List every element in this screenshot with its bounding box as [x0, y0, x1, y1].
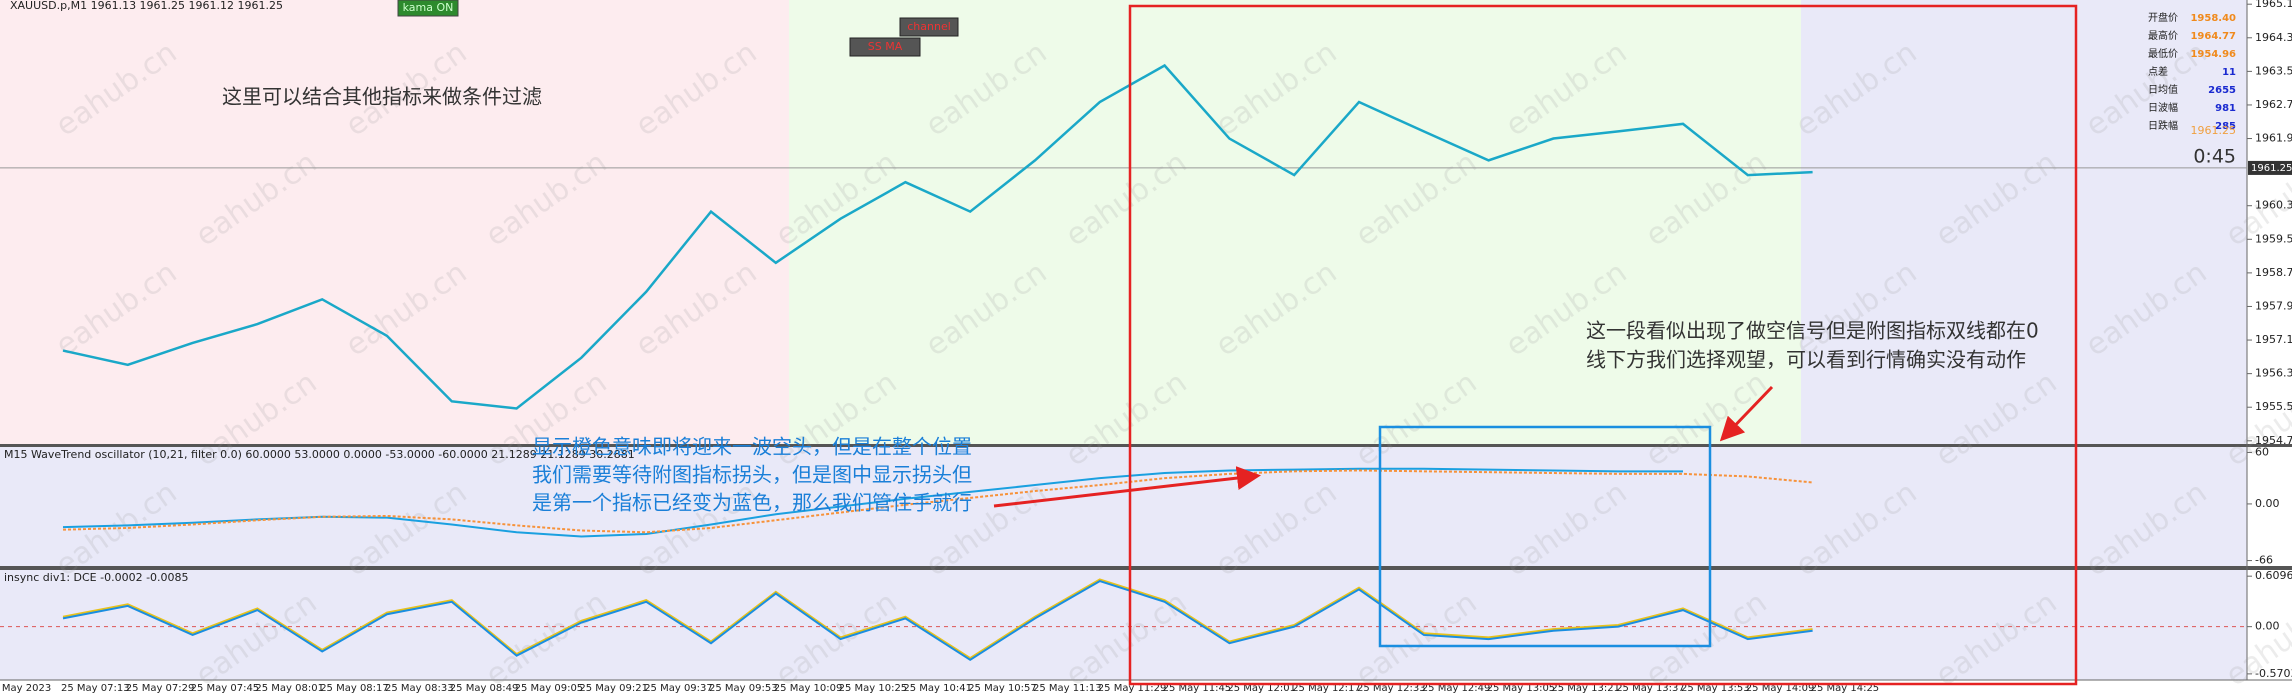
info-value: 1958.40	[2190, 13, 2236, 24]
info-panel: 开盘价 1958.40 最高价 1964.77 最低价 1954.96 点差 11 日均值 265…	[2148, 11, 2236, 168]
y-tick-label: 1964.35	[2255, 31, 2292, 44]
y-tick-label: 1958.75	[2255, 266, 2292, 279]
info-label: 日均值	[2148, 83, 2178, 96]
series-line	[62, 469, 1813, 534]
x-tick-label: 25 May 07:13	[61, 683, 130, 694]
x-tick-label: 25 May 14:25	[1811, 683, 1880, 694]
indicator-tag-label[interactable]: kama ON	[403, 1, 454, 14]
annotation: 这里可以结合其他指标来做条件过滤	[222, 85, 542, 109]
x-tick-label: 25 May 13:53	[1681, 683, 1750, 694]
symbol-header: XAUUSD.p,M1 1961.13 1961.25 1961.12 1961…	[10, 0, 283, 12]
annotation: 这一段看似出现了做空信号但是附图指标双线都在0	[1586, 319, 2039, 343]
info-label: 日波幅	[2148, 101, 2178, 114]
price-tag-label: 1961.25	[2251, 163, 2292, 174]
annotation: 线下方我们选择观望，可以看到行情确实没有动作	[1586, 348, 2026, 372]
y-tick-label: -0.5703	[2255, 667, 2292, 680]
annotation: 是第一个指标已经变为蓝色，那么我们管住手就行	[532, 491, 972, 515]
price-tag	[2248, 160, 2292, 175]
x-tick-label: 25 May 11:13	[1033, 683, 1102, 694]
x-tick-label: 25 May 09:21	[579, 683, 648, 694]
indicator-tag[interactable]	[899, 17, 959, 37]
x-tick-label: 25 May 13:37	[1616, 683, 1685, 694]
info-label: 最高价	[2148, 29, 2178, 42]
y-tick-label: 60	[2255, 445, 2269, 458]
separator	[0, 444, 2292, 447]
timer: 0:45	[2193, 146, 2236, 168]
info-price: 1961.25	[2191, 124, 2237, 137]
annotation: 我们需要等待附图指标拐头，但是图中显示拐头但	[532, 463, 972, 487]
x-tick-label: 25 May 13:21	[1551, 683, 1620, 694]
x-tick-label: 25 May 13:05	[1487, 683, 1556, 694]
bg-green	[789, 0, 1801, 445]
panel-title: M15 WaveTrend oscillator (10,21, filter …	[4, 448, 635, 461]
info-value: 981	[2215, 103, 2236, 114]
x-tick-label: 25 May 14:09	[1746, 683, 1815, 694]
arrow	[993, 466, 1261, 508]
info-value: 1954.96	[2190, 49, 2236, 60]
separator	[0, 566, 2292, 570]
y-tick-label: 1954.75	[2255, 434, 2292, 447]
x-tick-label: 25 May 09:53	[709, 683, 778, 694]
x-tick-label: 25 May 12:17	[1292, 683, 1361, 694]
x-tick-label: 25 May 11:45	[1163, 683, 1232, 694]
y-tick-label: -66	[2255, 554, 2273, 567]
indicator-tag-label[interactable]: SS MA	[868, 40, 903, 53]
info-label: 点差	[2148, 65, 2168, 78]
info-value: 2655	[2208, 85, 2236, 96]
y-tick-label: 1965.15	[2255, 0, 2292, 10]
y-tick-label: 0.00	[2255, 620, 2280, 633]
y-tick-label: 0.00	[2255, 497, 2280, 510]
x-tick-label: 25 May 10:57	[968, 683, 1037, 694]
highlight-box	[1378, 425, 1712, 648]
highlight-box	[1128, 4, 2078, 686]
series-line	[62, 580, 1813, 661]
indicator-tag[interactable]	[397, 0, 459, 17]
y-tick-label: 0.6096	[2255, 569, 2292, 582]
x-tick-label: 25 May 12:49	[1422, 683, 1491, 694]
y-tick-label: 1957.15	[2255, 333, 2292, 346]
bg-pink	[0, 0, 789, 445]
info-label: 最低价	[2148, 47, 2178, 60]
x-tick-label: 25 May 10:41	[903, 683, 972, 694]
x-tick-label: 25 May 10:25	[839, 683, 908, 694]
y-tick-label: 1957.95	[2255, 299, 2292, 312]
bg-lavender	[1801, 0, 2247, 445]
x-tick-label: 25 May 08:33	[385, 683, 454, 694]
y-tick-label: 1961.95	[2255, 132, 2292, 145]
x-tick-label: 25 May 08:01	[255, 683, 324, 694]
y-tick-label: 1959.55	[2255, 232, 2292, 245]
info-label: 开盘价	[2148, 11, 2178, 24]
info-value: 11	[2222, 67, 2236, 78]
x-tick-label: 25 May 12:01	[1227, 683, 1296, 694]
info-value: 1964.77	[2190, 31, 2236, 42]
info-value: 285	[2215, 121, 2236, 132]
info-label: 日跌幅	[2148, 119, 2178, 132]
x-tick-label: 25 May 11:29	[1098, 683, 1167, 694]
x-tick-label: 25 May 07:29	[126, 683, 195, 694]
panel-title: insync div1: DCE -0.0002 -0.0085	[4, 571, 189, 584]
x-tick-label: 25 May 10:09	[774, 683, 843, 694]
indicator-tag-label[interactable]: channel	[907, 20, 951, 33]
arrow	[1719, 385, 1774, 442]
x-tick-label: 25 May 09:05	[515, 683, 584, 694]
x-tick-label: 25 May 2023	[0, 683, 51, 694]
x-tick-label: 25 May 09:37	[644, 683, 713, 694]
x-tick-label: 25 May 08:49	[450, 683, 519, 694]
x-tick-label: 25 May 12:33	[1357, 683, 1426, 694]
panel1-bg	[0, 447, 2247, 566]
x-tick-label: 25 May 08:17	[320, 683, 389, 694]
y-tick-label: 1955.55	[2255, 400, 2292, 413]
series-line	[62, 63, 1813, 410]
series-line	[62, 578, 1813, 660]
annotation: 显示橙色意味即将迎来一波空头，但是在整个位置	[532, 435, 972, 459]
y-tick-label: 1960.35	[2255, 199, 2292, 212]
indicator-tag[interactable]	[849, 37, 921, 57]
y-tick-label: 1962.75	[2255, 98, 2292, 111]
x-tick-label: 25 May 07:45	[191, 683, 260, 694]
y-tick-label: 1956.35	[2255, 367, 2292, 380]
y-tick-label: 1963.55	[2255, 64, 2292, 77]
